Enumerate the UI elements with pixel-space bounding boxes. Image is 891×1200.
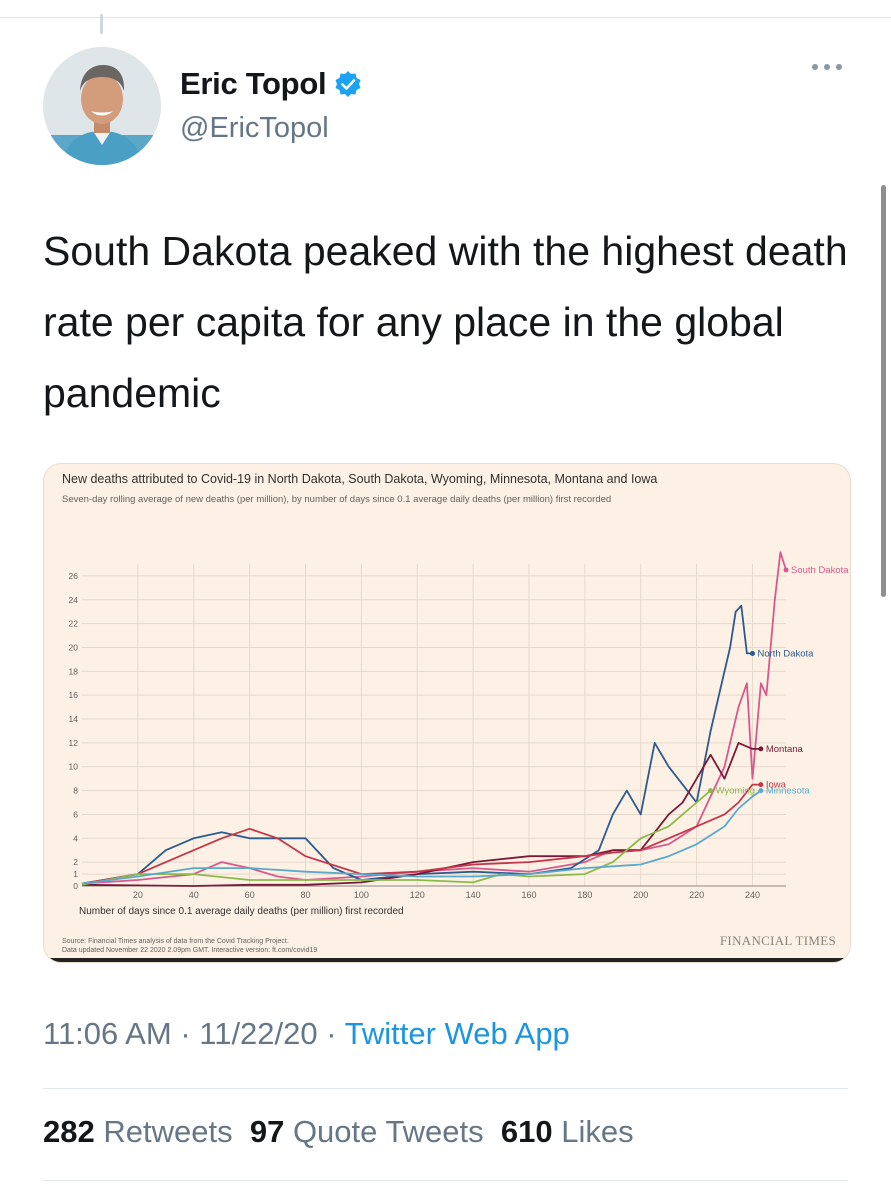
x-tick-label: 120 (410, 890, 425, 900)
thread-connector (100, 14, 103, 34)
more-options-icon[interactable] (812, 64, 842, 70)
series-line-north-dakota (81, 604, 753, 885)
y-tick-label: 2 (73, 857, 78, 867)
quotes-stat[interactable]: 97 Quote Tweets (250, 1114, 484, 1149)
quotes-count: 97 (249, 1114, 285, 1149)
y-tick-label: 1 (73, 869, 78, 879)
y-tick-label: 14 (69, 714, 79, 724)
y-tick-label: 26 (69, 571, 79, 581)
media-card[interactable]: New deaths attributed to Covid-19 in Nor… (43, 463, 851, 963)
x-tick-label: 220 (689, 890, 704, 900)
x-tick-label: 20 (133, 890, 143, 900)
likes-count: 610 (500, 1114, 553, 1149)
retweets-stat[interactable]: 282 Retweets (43, 1114, 233, 1149)
avatar-image (43, 47, 161, 165)
x-tick-label: 60 (245, 890, 255, 900)
series-line-wyoming (81, 789, 712, 886)
publisher-logo: FINANCIAL TIMES (719, 933, 836, 948)
y-tick-label: 24 (69, 595, 79, 605)
series-end-dot (708, 788, 714, 794)
scrollbar[interactable] (881, 185, 886, 597)
chart-source: Source: Financial Times analysis of data… (62, 937, 317, 955)
y-tick-label: 16 (69, 690, 79, 700)
tweet-meta: 11:06 AM · 11/22/20 · Twitter Web App (43, 1016, 570, 1052)
retweets-label: Retweets (103, 1114, 233, 1149)
y-tick-label: 6 (73, 809, 78, 819)
x-tick-label: 140 (466, 890, 481, 900)
series-end-dot (758, 782, 764, 788)
x-tick-label: 40 (189, 890, 199, 900)
likes-stat[interactable]: 610 Likes (501, 1114, 634, 1149)
series-end-dot (783, 567, 789, 573)
series-line-iowa (81, 783, 761, 885)
x-tick-label: 180 (577, 890, 592, 900)
x-tick-label: 100 (354, 890, 369, 900)
verified-badge-icon (335, 71, 361, 97)
tweet-stats: 282 Retweets 97 Quote Tweets 610 Likes (43, 1114, 634, 1150)
likes-label: Likes (561, 1114, 634, 1149)
chart-source-line: Source: Financial Times analysis of data… (62, 938, 289, 945)
x-tick-label: 80 (300, 890, 310, 900)
x-tick-label: 240 (745, 890, 760, 900)
series-line-montana (81, 741, 761, 887)
series-label: North Dakota (757, 648, 814, 659)
y-tick-label: 20 (69, 642, 79, 652)
tweet-time: 11:06 AM (43, 1016, 172, 1051)
chart-subtitle: Seven-day rolling average of new deaths … (62, 494, 612, 505)
chart-updated-line: Data updated November 22 2020 2.09pm GMT… (62, 947, 318, 954)
y-tick-label: 18 (69, 666, 79, 676)
series-label: Iowa (766, 780, 787, 791)
chart-title: New deaths attributed to Covid-19 in Nor… (62, 472, 658, 486)
series-label: Minnesota (766, 786, 811, 797)
author-name[interactable]: Eric Topol (180, 66, 327, 101)
quotes-label: Quote Tweets (292, 1114, 484, 1149)
y-tick-label: 0 (73, 881, 78, 891)
y-tick-label: 10 (69, 762, 79, 772)
meta-separator: · (180, 1016, 191, 1051)
tweet-text: South Dakota peaked with the highest dea… (43, 228, 848, 416)
tweet-date: 11/22/20 (199, 1016, 318, 1051)
line-chart: 20 40 60 80 100 120 140 160 180 200 220 24001246810… (69, 551, 849, 917)
divider (43, 1180, 848, 1181)
series-end-dot (758, 746, 764, 752)
top-divider (0, 17, 891, 18)
y-tick-label: 8 (73, 786, 78, 796)
y-tick-label: 12 (69, 738, 79, 748)
tweet-app-link[interactable]: Twitter Web App (344, 1016, 570, 1051)
series-label: Wyoming (716, 786, 756, 797)
series-label: South Dakota (791, 565, 849, 576)
x-tick-label: 160 (521, 890, 536, 900)
card-bottom-bar (44, 958, 850, 962)
avatar[interactable] (43, 47, 161, 165)
divider (43, 1088, 848, 1089)
x-axis-label: Number of days since 0.1 average daily d… (79, 906, 404, 917)
y-tick-label: 4 (73, 833, 78, 843)
y-tick-label: 22 (69, 619, 79, 629)
author-handle[interactable]: @EricTopol (180, 112, 329, 144)
series-end-dot (758, 788, 764, 794)
series-label: Montana (766, 744, 804, 755)
series-end-dot (749, 650, 755, 656)
meta-separator: · (326, 1016, 337, 1051)
x-tick-label: 200 (633, 890, 648, 900)
author-name-row[interactable]: Eric Topol (180, 66, 362, 102)
retweets-count: 282 (43, 1114, 95, 1149)
series-line-minnesota (81, 789, 762, 885)
